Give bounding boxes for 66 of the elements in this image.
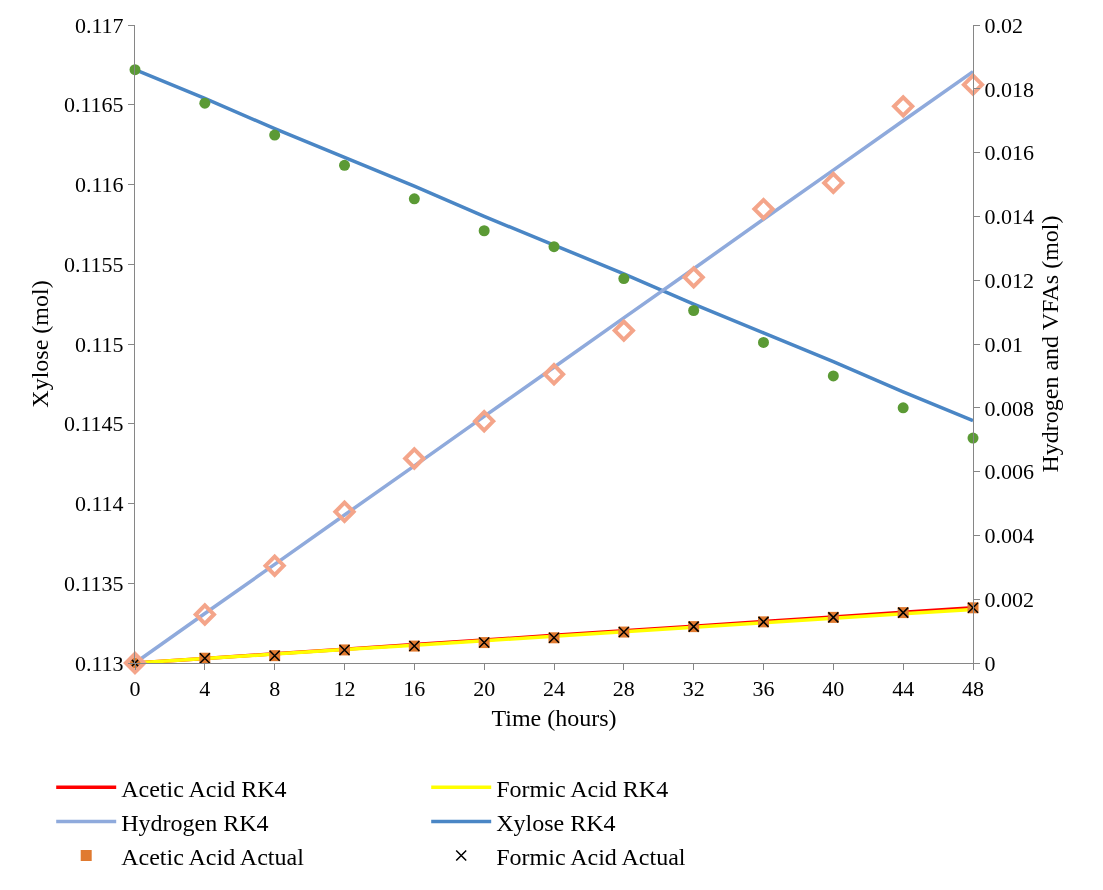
y2-tick-label: 0.014 bbox=[984, 204, 1034, 230]
point bbox=[897, 402, 909, 414]
point bbox=[822, 171, 845, 195]
point bbox=[618, 273, 630, 285]
y2-tick-label: 0.01 bbox=[984, 331, 1023, 357]
point bbox=[758, 336, 769, 348]
x-tick-label: 28 bbox=[612, 676, 635, 702]
point bbox=[548, 241, 560, 253]
point bbox=[961, 73, 985, 96]
y-tick-label: 0.115 bbox=[74, 331, 124, 357]
point bbox=[403, 447, 426, 470]
point bbox=[827, 370, 839, 382]
y-tick-label: 0.117 bbox=[74, 12, 124, 38]
y-tick-label: 0.1165 bbox=[63, 92, 124, 118]
point bbox=[263, 554, 286, 577]
x-tick-label: 12 bbox=[333, 676, 356, 702]
point bbox=[408, 193, 420, 205]
x-tick-label: 36 bbox=[752, 676, 775, 702]
y-tick-label: 0.1145 bbox=[63, 411, 124, 437]
point bbox=[269, 129, 281, 141]
x-axis-title: Time (hours) bbox=[491, 704, 617, 731]
x-tick-label: 48 bbox=[962, 676, 984, 702]
point bbox=[478, 225, 490, 237]
x-tick-label: 40 bbox=[822, 676, 845, 702]
point bbox=[688, 305, 700, 317]
y-tick-label: 0.1155 bbox=[63, 251, 124, 277]
legend-label: Formic Acid RK4 bbox=[496, 775, 669, 802]
y2-tick-label: 0.02 bbox=[984, 12, 1023, 38]
x-tick-label: 24 bbox=[543, 676, 565, 702]
y-tick-label: 0.113 bbox=[74, 650, 124, 676]
y-axis-title: Xylose (mol) bbox=[27, 280, 54, 408]
legend-label: Hydrogen RK4 bbox=[121, 809, 269, 836]
point bbox=[892, 95, 915, 118]
legend-label: Xylose RK4 bbox=[496, 809, 616, 836]
y2-tick-label: 0 bbox=[984, 650, 996, 676]
x-tick-label: 44 bbox=[892, 676, 915, 702]
y2-tick-label: 0.008 bbox=[984, 395, 1034, 421]
y-tick-label: 0.116 bbox=[74, 172, 124, 198]
y2-tick-label: 0.002 bbox=[984, 586, 1034, 612]
legend-label: Acetic Acid Actual bbox=[121, 843, 305, 870]
point bbox=[542, 363, 566, 386]
x-tick-label: 4 bbox=[199, 676, 211, 702]
y2-tick-label: 0.016 bbox=[984, 140, 1034, 166]
point bbox=[682, 266, 705, 289]
point bbox=[473, 410, 496, 433]
point bbox=[339, 159, 350, 171]
x-tick-label: 8 bbox=[269, 676, 281, 702]
x-tick-label: 0 bbox=[129, 676, 141, 702]
y2-tick-label: 0.018 bbox=[984, 76, 1034, 102]
point bbox=[612, 319, 635, 342]
point bbox=[199, 97, 211, 109]
y2-tick-label: 0.012 bbox=[984, 267, 1034, 293]
point bbox=[333, 500, 356, 523]
point bbox=[123, 651, 147, 675]
y-tick-label: 0.114 bbox=[74, 491, 124, 517]
point bbox=[752, 197, 775, 221]
y2-tick-label: 0.006 bbox=[984, 459, 1034, 485]
y-tick-label: 0.1135 bbox=[63, 570, 124, 596]
x-tick-label: 16 bbox=[403, 676, 426, 702]
x-tick-label: 32 bbox=[682, 676, 705, 702]
legend-label: Formic Acid Actual bbox=[496, 843, 686, 870]
point bbox=[193, 603, 216, 626]
legend-label: Acetic Acid RK4 bbox=[121, 775, 287, 802]
x-tick-label: 20 bbox=[473, 676, 496, 702]
y2-tick-label: 0.004 bbox=[984, 523, 1034, 549]
y2-axis-title: Hydrogen and VFAs (mol) bbox=[1037, 215, 1064, 473]
